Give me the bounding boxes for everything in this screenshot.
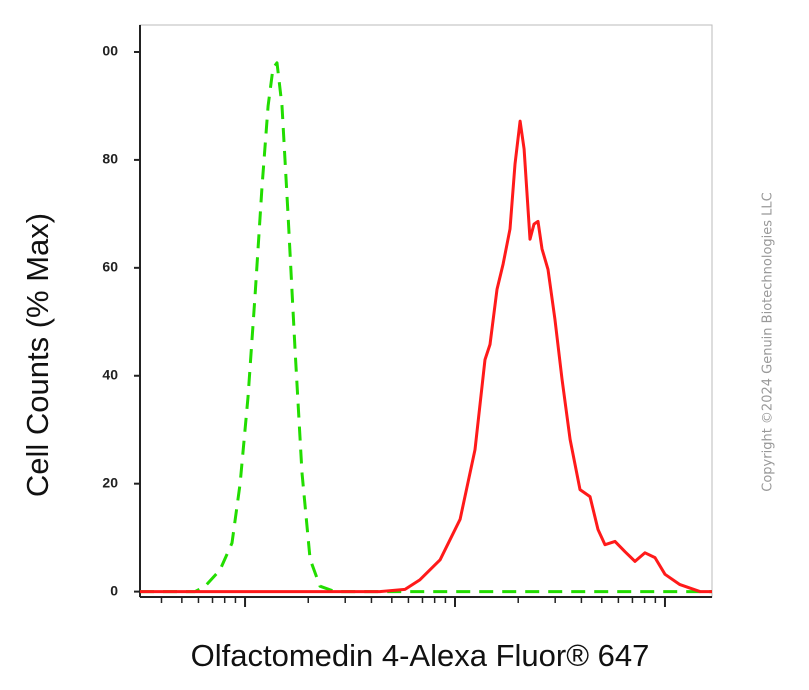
y-axis-label: Cell Counts (% Max): [20, 213, 55, 497]
histogram-line: [140, 119, 712, 594]
y-tick-label: 00: [102, 43, 118, 59]
y-tick-label: 60: [102, 259, 118, 275]
y-tick-label: 80: [102, 151, 118, 167]
y-tick-label: 0: [110, 582, 118, 598]
histogram-line: [140, 61, 712, 594]
watermark: Copyright ©2024 Genuin Biotechnologies L…: [761, 192, 776, 491]
y-tick-label: 40: [102, 366, 118, 382]
plot-frame: [139, 24, 713, 598]
y-tick-label: 20: [102, 474, 118, 490]
x-axis-label: Olfactomedin 4-Alexa Fluor® 647: [191, 638, 650, 673]
